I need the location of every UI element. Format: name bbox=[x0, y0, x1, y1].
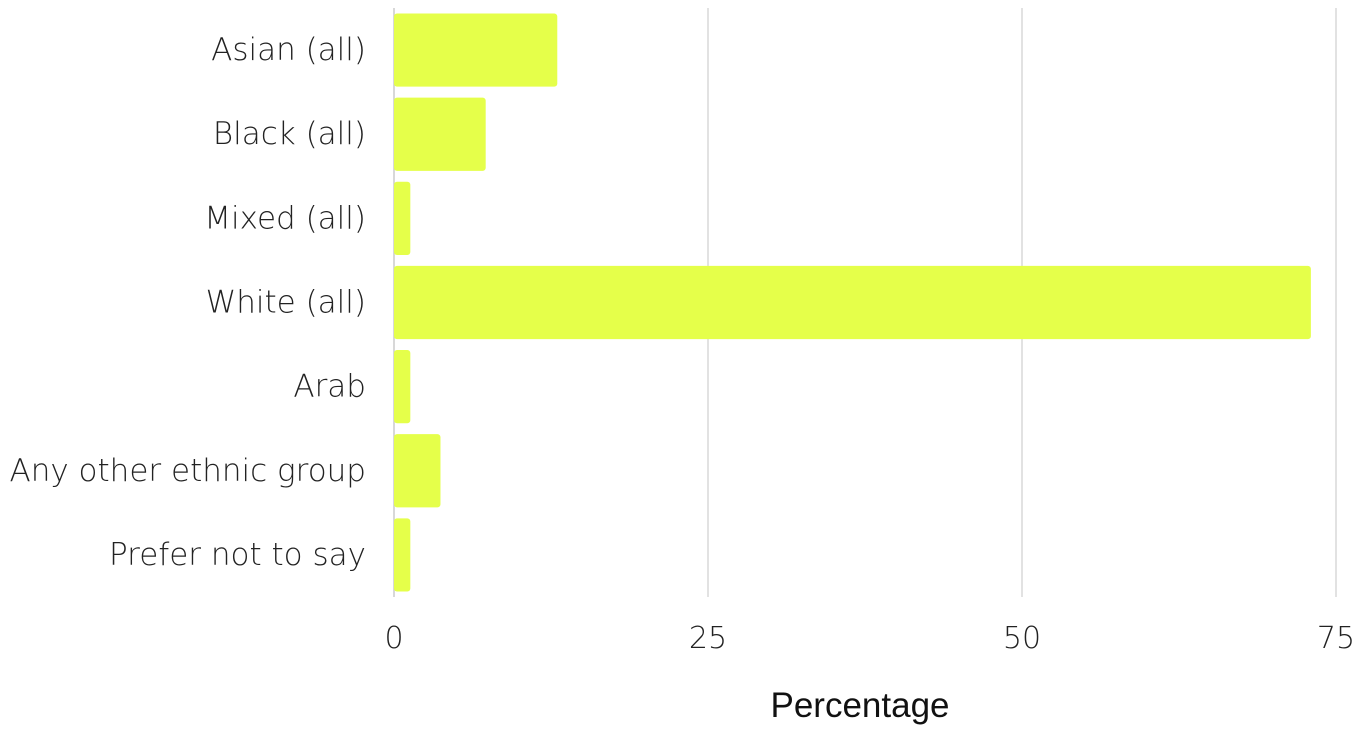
bar bbox=[394, 181, 411, 255]
bar bbox=[394, 350, 411, 424]
x-tick-labels: 0 25 50 75 bbox=[384, 621, 1355, 656]
bar bbox=[394, 265, 1311, 340]
bars bbox=[394, 13, 1311, 592]
bar bbox=[394, 434, 441, 508]
x-tick-label: 25 bbox=[689, 621, 727, 656]
category-label: Arab bbox=[293, 369, 366, 405]
category-label: Black (all) bbox=[213, 116, 366, 152]
category-label: Mixed (all) bbox=[204, 200, 366, 236]
x-axis-title: Percentage bbox=[770, 686, 949, 725]
bar bbox=[394, 518, 411, 592]
bar bbox=[394, 13, 558, 87]
category-label: Prefer not to say bbox=[109, 537, 366, 573]
category-label: Any other ethnic group bbox=[10, 453, 367, 489]
x-tick-label: 0 bbox=[384, 621, 403, 656]
x-tick-label: 75 bbox=[1317, 621, 1355, 656]
bar bbox=[394, 97, 486, 171]
category-label: White (all) bbox=[206, 285, 366, 321]
category-labels: Asian (all) Black (all) Mixed (all) White (… bbox=[10, 32, 367, 573]
category-label: Asian (all) bbox=[211, 32, 366, 68]
x-tick-label: 50 bbox=[1003, 621, 1041, 656]
